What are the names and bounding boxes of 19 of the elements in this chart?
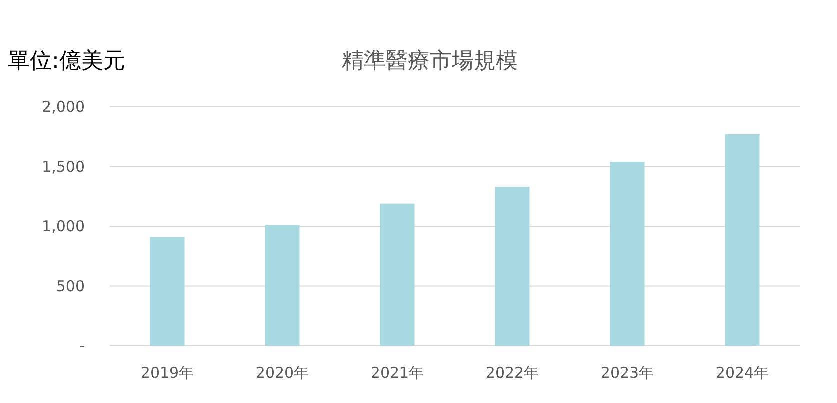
bar: [380, 204, 415, 346]
y-tick-label: 1,000: [42, 218, 85, 236]
bar: [150, 237, 185, 346]
y-axis-title: 單位:億美元: [8, 49, 126, 74]
bar: [725, 134, 760, 346]
x-tick-label: 2022年: [486, 364, 540, 382]
x-tick-label: 2021年: [370, 364, 424, 382]
y-tick-label: 500: [56, 277, 85, 296]
y-tick-label: 1,500: [42, 158, 85, 176]
x-tick-label: 2020年: [256, 364, 310, 382]
x-tick-label: 2024年: [716, 364, 770, 382]
bar: [610, 162, 645, 346]
y-tick-label: 2,000: [42, 98, 85, 116]
x-tick-label: 2023年: [600, 364, 654, 382]
x-tick-label: 2019年: [140, 364, 194, 382]
chart-title: 精準醫療市場規模: [342, 49, 518, 74]
bar: [265, 225, 300, 346]
y-tick-label: -: [80, 337, 85, 355]
bar: [495, 187, 530, 346]
